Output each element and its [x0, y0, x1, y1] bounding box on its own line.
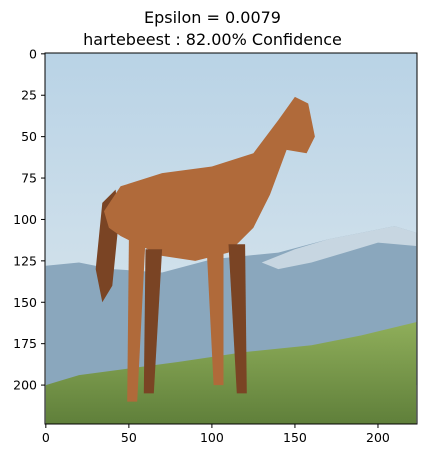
x-axis-ticks: 0 50 100 150 200 — [42, 424, 390, 445]
axes-frame — [44, 52, 418, 425]
horse-leg — [143, 249, 163, 394]
y-tick-label: 100 — [13, 212, 37, 227]
y-tick-label: 125 — [13, 253, 37, 268]
y-tick-label: 0 — [29, 46, 37, 61]
horse-leg — [228, 244, 247, 394]
chart-title-line-2: hartebeest : 82.00% Confidence — [83, 30, 342, 49]
x-tick-label: 100 — [200, 430, 224, 445]
y-tick-label: 50 — [21, 129, 37, 144]
x-tick-label: 0 — [42, 430, 50, 445]
y-tick-label: 75 — [21, 171, 37, 186]
y-tick-label: 175 — [13, 336, 37, 351]
plotted-image — [45, 53, 417, 424]
horse-leg — [127, 239, 146, 402]
x-tick-label: 150 — [283, 430, 307, 445]
y-tick-label: 25 — [21, 88, 37, 103]
horse-body — [104, 96, 315, 261]
image-grass — [45, 322, 417, 424]
y-tick-label: 150 — [13, 295, 37, 310]
y-tick-label: 200 — [13, 378, 37, 393]
image-mountain-snow — [261, 226, 417, 270]
chart-title-line-1: Epsilon = 0.0079 — [144, 8, 281, 27]
horse-leg — [206, 252, 224, 386]
x-tick-label: 50 — [121, 430, 137, 445]
y-axis-ticks: 0 25 50 75 100 125 150 175 200 — [13, 46, 45, 393]
x-tick-label: 200 — [366, 430, 390, 445]
image-horse — [95, 96, 315, 402]
